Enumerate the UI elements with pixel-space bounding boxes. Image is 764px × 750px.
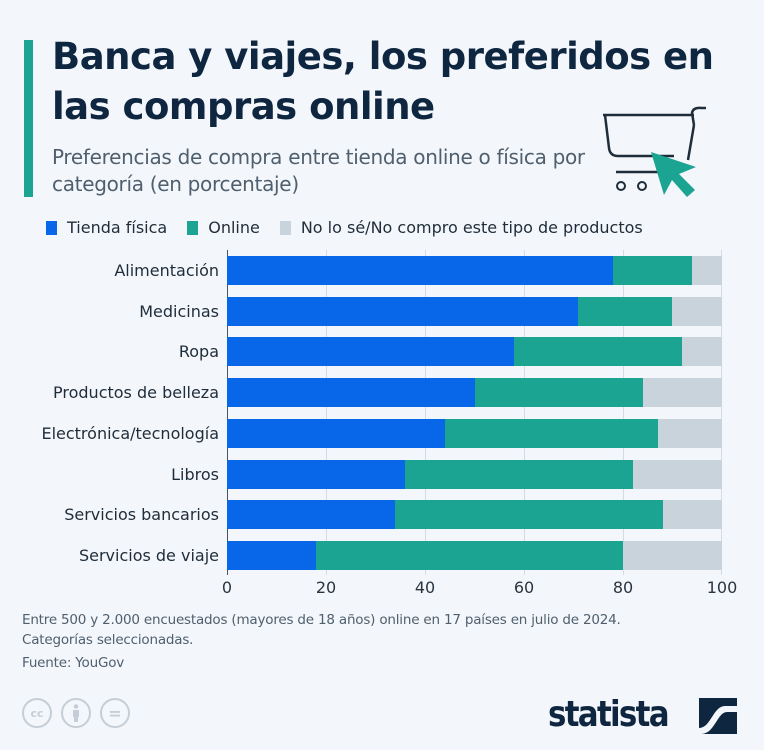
- bar-segment[interactable]: [227, 378, 475, 408]
- license-icons: cc =: [22, 698, 139, 728]
- category-label: Electrónica/tecnología: [41, 423, 219, 443]
- bar-segment[interactable]: [632, 459, 722, 489]
- bar-segment[interactable]: [662, 500, 722, 530]
- category-label: Libros: [171, 464, 219, 484]
- bar-row: [227, 500, 722, 530]
- bar-row: [227, 337, 722, 367]
- legend-label: Online: [208, 218, 260, 237]
- bar-segment[interactable]: [444, 418, 658, 448]
- chart-title: Banca y viajes, los preferidos en las co…: [52, 35, 714, 128]
- legend-swatch-icon: [279, 220, 291, 235]
- plot-area: [227, 250, 722, 575]
- grid-line: [524, 250, 525, 575]
- source-note: Fuente: YouGov: [22, 655, 125, 671]
- bar-segment[interactable]: [578, 296, 673, 326]
- x-tick-label: 0: [221, 578, 233, 597]
- legend-item-no-lo-se: No lo sé/No compro este tipo de producto…: [279, 218, 643, 237]
- bar-segment[interactable]: [692, 256, 722, 285]
- bar-row: [227, 540, 722, 570]
- grid-line: [326, 250, 327, 575]
- note-line-1: Entre 500 y 2.000 encuestados (mayores d…: [22, 612, 621, 628]
- category-label: Ropa: [178, 342, 219, 362]
- category-label: Servicios bancarios: [64, 505, 219, 525]
- bar-segment[interactable]: [657, 418, 722, 448]
- legend-swatch-icon: [187, 220, 199, 235]
- bar-row: [227, 459, 722, 489]
- category-label: Alimentación: [114, 261, 219, 280]
- grid-line: [623, 250, 624, 575]
- bar-segment[interactable]: [514, 337, 683, 367]
- bar-segment[interactable]: [227, 500, 396, 530]
- shopping-cart-cursor-icon: [603, 106, 706, 197]
- x-tick-label: 80: [612, 578, 634, 597]
- note-line-2: Categorías seleccionadas.: [22, 632, 194, 648]
- category-label: Medicinas: [139, 301, 219, 321]
- title-accent-bar: [24, 40, 33, 197]
- bar-segment[interactable]: [316, 540, 623, 570]
- legend-label: No lo sé/No compro este tipo de producto…: [300, 218, 643, 237]
- creative-commons-icon[interactable]: cc: [22, 698, 52, 728]
- x-tick-label: 20: [315, 578, 337, 597]
- bar-row: [227, 378, 722, 408]
- category-label: Servicios de viaje: [78, 545, 219, 565]
- bar-row: [227, 418, 722, 448]
- attribution-person-icon[interactable]: [61, 698, 91, 728]
- bar-segment[interactable]: [682, 337, 722, 367]
- statista-logo[interactable]: statista: [548, 693, 737, 737]
- bar-row: [227, 256, 722, 285]
- bar-segment[interactable]: [227, 540, 317, 570]
- no-derivatives-icon[interactable]: =: [100, 698, 130, 728]
- category-label: Productos de belleza: [53, 383, 219, 403]
- legend-item-tienda-fisica: Tienda física: [46, 218, 167, 237]
- bar-segment[interactable]: [405, 459, 633, 489]
- chart-legend: Tienda física Online No lo sé/No compro …: [46, 218, 663, 237]
- bar-segment[interactable]: [227, 418, 445, 448]
- bar-segment[interactable]: [227, 337, 515, 367]
- legend-item-online: Online: [187, 218, 260, 237]
- legend-label: Tienda física: [67, 218, 168, 237]
- y-axis-line: [227, 250, 228, 575]
- bar-segment[interactable]: [227, 296, 579, 326]
- bar-segment[interactable]: [613, 256, 693, 285]
- x-tick-label: 100: [706, 578, 738, 597]
- bar-segment[interactable]: [227, 256, 614, 285]
- bar-segment[interactable]: [642, 378, 722, 408]
- legend-swatch-icon: [46, 220, 57, 235]
- statista-mark-icon: [699, 698, 737, 734]
- x-tick-label: 60: [513, 578, 535, 597]
- bar-segment[interactable]: [227, 459, 406, 489]
- bar-row: [227, 296, 722, 326]
- bar-segment[interactable]: [474, 378, 643, 408]
- grid-line: [425, 250, 426, 575]
- x-tick-label: 40: [414, 578, 436, 597]
- chart-subtitle: Preferencias de compra entre tienda onli…: [52, 145, 585, 196]
- brand-name: statista: [548, 694, 670, 735]
- bar-segment[interactable]: [672, 296, 722, 326]
- bar-segment[interactable]: [395, 500, 663, 530]
- bar-segment[interactable]: [622, 540, 722, 570]
- grid-line: [721, 250, 722, 575]
